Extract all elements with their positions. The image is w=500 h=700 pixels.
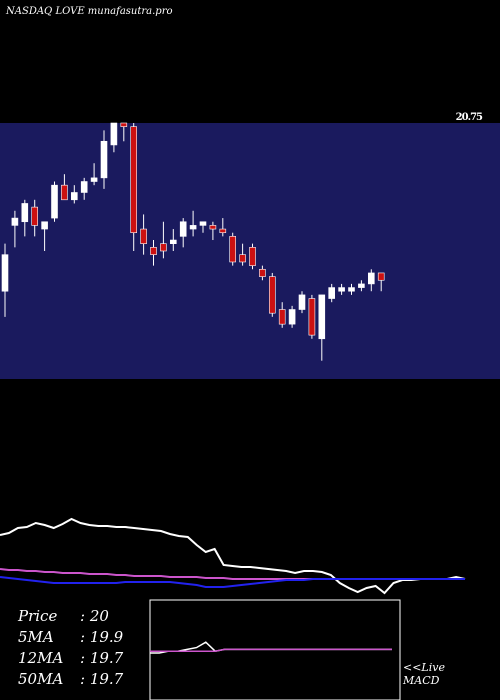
candle-body — [268, 276, 276, 314]
stat-label: 5MA — [18, 628, 54, 646]
candle-body — [328, 287, 336, 299]
candle-body — [1, 254, 9, 292]
candle-body — [308, 298, 316, 336]
candle-body — [100, 140, 108, 179]
candle-body — [179, 221, 187, 237]
candle-body — [51, 184, 58, 219]
stat-label: 50MA — [18, 670, 64, 688]
last-price-label: 20.75 — [455, 112, 483, 123]
stat-label: 12MA — [18, 649, 64, 667]
candle-body — [249, 247, 256, 266]
candle-body — [377, 272, 385, 281]
candle-body — [358, 283, 365, 288]
candlestick-series — [1, 122, 385, 361]
candle-body — [120, 122, 128, 127]
candle-body — [140, 228, 147, 244]
candle-body — [348, 287, 355, 292]
candle-body — [110, 122, 118, 146]
candle-body — [338, 287, 345, 292]
stat-12ma: 12MA: 19.7 — [18, 649, 124, 667]
stat-50ma: 50MA: 19.7 — [18, 670, 124, 688]
candle-body — [318, 294, 326, 340]
stat-value: 19.9 — [89, 628, 124, 646]
candle-body — [278, 309, 286, 325]
candle-body — [239, 254, 246, 263]
indicator-line-0 — [0, 517, 466, 595]
stats-panel: Price: 20 5MA: 19.9 12MA: 19.7 50MA: 19.… — [18, 606, 123, 690]
macd-label-line2: MACD — [403, 674, 440, 687]
candle-body — [298, 294, 306, 310]
candle-body — [130, 126, 137, 234]
candle-body — [41, 221, 48, 230]
stat-value: 19.7 — [89, 649, 124, 667]
stat-price: Price: 20 — [18, 607, 109, 625]
candle-body — [150, 247, 157, 255]
candle-body — [189, 225, 197, 230]
candle-body — [209, 225, 217, 230]
candle-body — [61, 184, 68, 201]
candle-body — [90, 177, 98, 182]
candle-body — [229, 236, 236, 263]
candle-body — [170, 239, 177, 244]
macd-label-line1: <<Live — [403, 661, 445, 674]
candle-body — [21, 203, 29, 223]
stat-value: 19.7 — [89, 670, 124, 688]
chart-title: NASDAQ LOVE munafasutra.pro — [6, 6, 173, 17]
candle-body — [259, 268, 266, 277]
indicator-line-1 — [0, 568, 465, 580]
candle-body — [80, 181, 88, 193]
stat-5ma: 5MA: 19.9 — [18, 628, 124, 646]
indicator-line-2 — [0, 576, 465, 588]
stat-label: Price — [18, 607, 58, 625]
candle-body — [288, 309, 296, 325]
candle-body — [219, 228, 227, 234]
candle-body — [367, 272, 375, 285]
candle-body — [71, 192, 78, 201]
candle-body — [160, 243, 167, 252]
macd-lines — [150, 641, 392, 654]
candle-body — [31, 206, 39, 226]
stat-value: 20 — [89, 607, 109, 625]
macd-line-1 — [150, 648, 392, 652]
macd-label: <<Live MACD — [403, 661, 445, 687]
indicator-lines — [0, 517, 466, 595]
candle-body — [11, 217, 19, 226]
candle-body — [199, 221, 207, 226]
